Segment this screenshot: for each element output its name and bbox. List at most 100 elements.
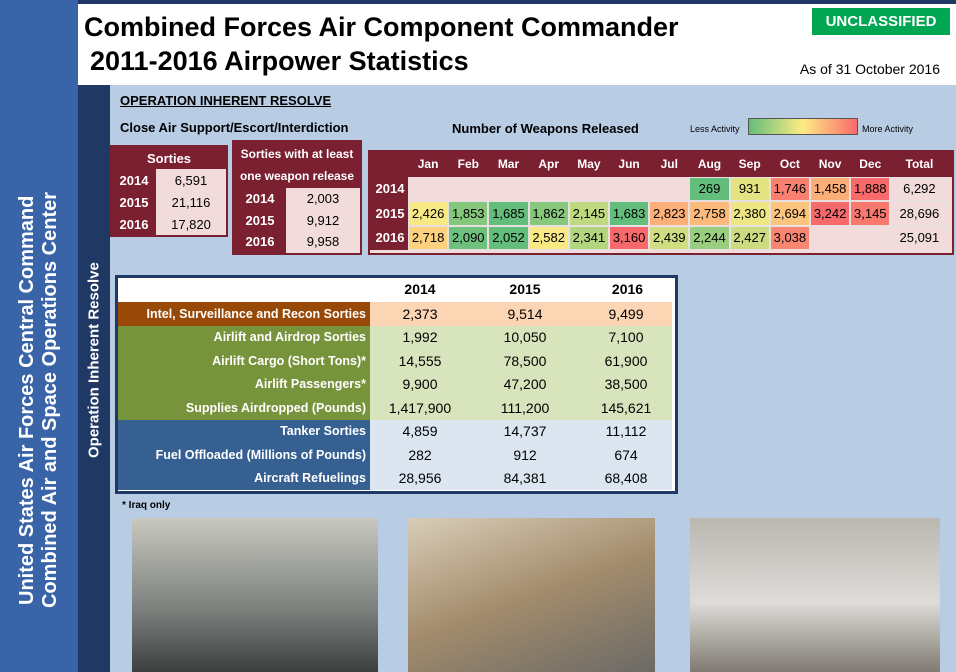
stats-value: 68,408 [580, 466, 672, 490]
year-label: 2016 [234, 231, 286, 253]
weapons-cell: 2,582 [528, 225, 569, 250]
weapons-header-band [370, 152, 952, 177]
release-value: 9,912 [306, 212, 340, 228]
weapons-cell: 2,823 [649, 201, 690, 226]
stats-value: 282 [370, 443, 470, 467]
sorties-value: 21,116 [171, 194, 211, 210]
month-header: Nov [818, 157, 842, 172]
as-of-date: As of 31 October 2016 [799, 61, 940, 77]
weapons-cell: 3,145 [850, 201, 891, 226]
stats-label: Airlift Cargo (Short Tons)* [118, 349, 370, 373]
year-label: 2016 [375, 230, 405, 246]
stats-value: 9,499 [580, 302, 672, 326]
release-title: Sorties with at least one weapon release [234, 142, 360, 188]
stats-value: 84,381 [470, 466, 580, 490]
operation-strip [78, 85, 110, 672]
legend-gradient [748, 118, 858, 135]
month-header: Total [905, 157, 934, 172]
stats-value: 1,417,900 [370, 396, 470, 420]
month-header: Oct [779, 157, 800, 172]
month-header: Feb [457, 157, 479, 172]
stats-label: Supplies Airdropped (Pounds) [118, 396, 370, 420]
weapons-cell: 269 [689, 176, 730, 201]
stats-value: 9,900 [370, 372, 470, 396]
year-label: 2015 [112, 191, 156, 213]
weapons-cell: 2,758 [689, 201, 730, 226]
year-label: 2014 [234, 188, 286, 210]
stats-value: 4,859 [370, 419, 470, 443]
weapons-cell: 2,244 [689, 225, 730, 250]
stats-value: 9,514 [470, 302, 580, 326]
year-label: 2014 [112, 169, 156, 191]
weapons-year-band [370, 176, 408, 250]
stats-label: Aircraft Refuelings [118, 466, 370, 490]
sidebar-text: United States Air Forces Central Command… [6, 150, 72, 650]
year-label: 2015 [375, 205, 405, 221]
weapons-cell: 2,090 [448, 225, 489, 250]
month-header: Jun [618, 157, 640, 172]
weapons-cell: 3,038 [769, 225, 810, 250]
weapons-cell: 1,853 [448, 201, 489, 226]
weapons-cell: 1,746 [769, 176, 810, 201]
stats-header: 2016 [611, 281, 644, 297]
weapons-cell: 1,888 [850, 176, 891, 201]
stats-label: Fuel Offloaded (Millions of Pounds) [118, 443, 370, 467]
weapons-total: 25,091 [890, 225, 949, 250]
photo [690, 518, 940, 672]
weapons-cell: 2,341 [568, 225, 609, 250]
month-header: Apr [538, 157, 560, 172]
stats-value: 912 [470, 443, 580, 467]
legend-label: Less Activity [690, 124, 740, 134]
stats-value: 14,737 [470, 419, 580, 443]
weapons-cell: 2,426 [408, 201, 449, 226]
month-header: Sep [738, 157, 761, 172]
stats-label: Airlift Passengers* [118, 372, 370, 396]
operation-label: Operation Inherent Resolve [85, 262, 103, 458]
title: Combined Forces Air Component Commander [84, 12, 679, 42]
stats-value: 1,992 [370, 325, 470, 349]
sorties-value: 17,820 [171, 216, 211, 232]
stats-label: Tanker Sorties [118, 419, 370, 443]
weapons-cell: 2,718 [408, 225, 449, 250]
photo [408, 518, 655, 672]
stats-label: Intel, Surveillance and Recon Sorties [118, 302, 370, 326]
header [78, 0, 956, 85]
photo [132, 518, 378, 672]
stats-value: 2,373 [370, 302, 470, 326]
stats-value: 38,500 [580, 372, 672, 396]
stats-value: 111,200 [470, 396, 580, 420]
sidebar-line: Combined Air and Space Operations Center [39, 192, 61, 609]
year-label: 2015 [234, 209, 286, 231]
stats-label: Airlift and Airdrop Sorties [118, 325, 370, 349]
weapons-total: 6,292 [890, 176, 949, 201]
stats-value: 28,956 [370, 466, 470, 490]
stats-value: 78,500 [470, 349, 580, 373]
sidebar [0, 0, 78, 672]
weapons-cell: 1,683 [609, 201, 650, 226]
month-header: Mar [497, 157, 520, 172]
stats-value: 14,555 [370, 349, 470, 373]
release-value: 2,003 [306, 191, 340, 207]
stats-value: 47,200 [470, 372, 580, 396]
stats-value: 7,100 [580, 325, 672, 349]
weapons-cell: 1,685 [488, 201, 529, 226]
stats-header: 2014 [404, 281, 436, 297]
weapons-cell: 3,242 [810, 201, 851, 226]
weapons-cell: 2,145 [568, 201, 609, 226]
stats-value: 11,112 [580, 419, 672, 443]
weapons-cell: 2,052 [488, 225, 529, 250]
weapons-heading: Number of Weapons Released [452, 121, 639, 136]
year-label: 2016 [112, 213, 156, 235]
month-header: Jan [417, 157, 439, 172]
weapons-cell: 3,160 [609, 225, 650, 250]
stats-value: 145,621 [580, 396, 672, 420]
month-header: May [577, 157, 601, 172]
legend-label: More Activity [862, 124, 914, 134]
sidebar-line: United States Air Forces Central Command [16, 195, 38, 605]
weapons-cell: 1,862 [528, 201, 569, 226]
weapons-cell: 2,427 [729, 225, 770, 250]
month-header: Jul [660, 157, 678, 172]
section-subheading: Close Air Support/Escort/Interdiction [120, 120, 349, 135]
release-value: 9,958 [306, 234, 340, 250]
